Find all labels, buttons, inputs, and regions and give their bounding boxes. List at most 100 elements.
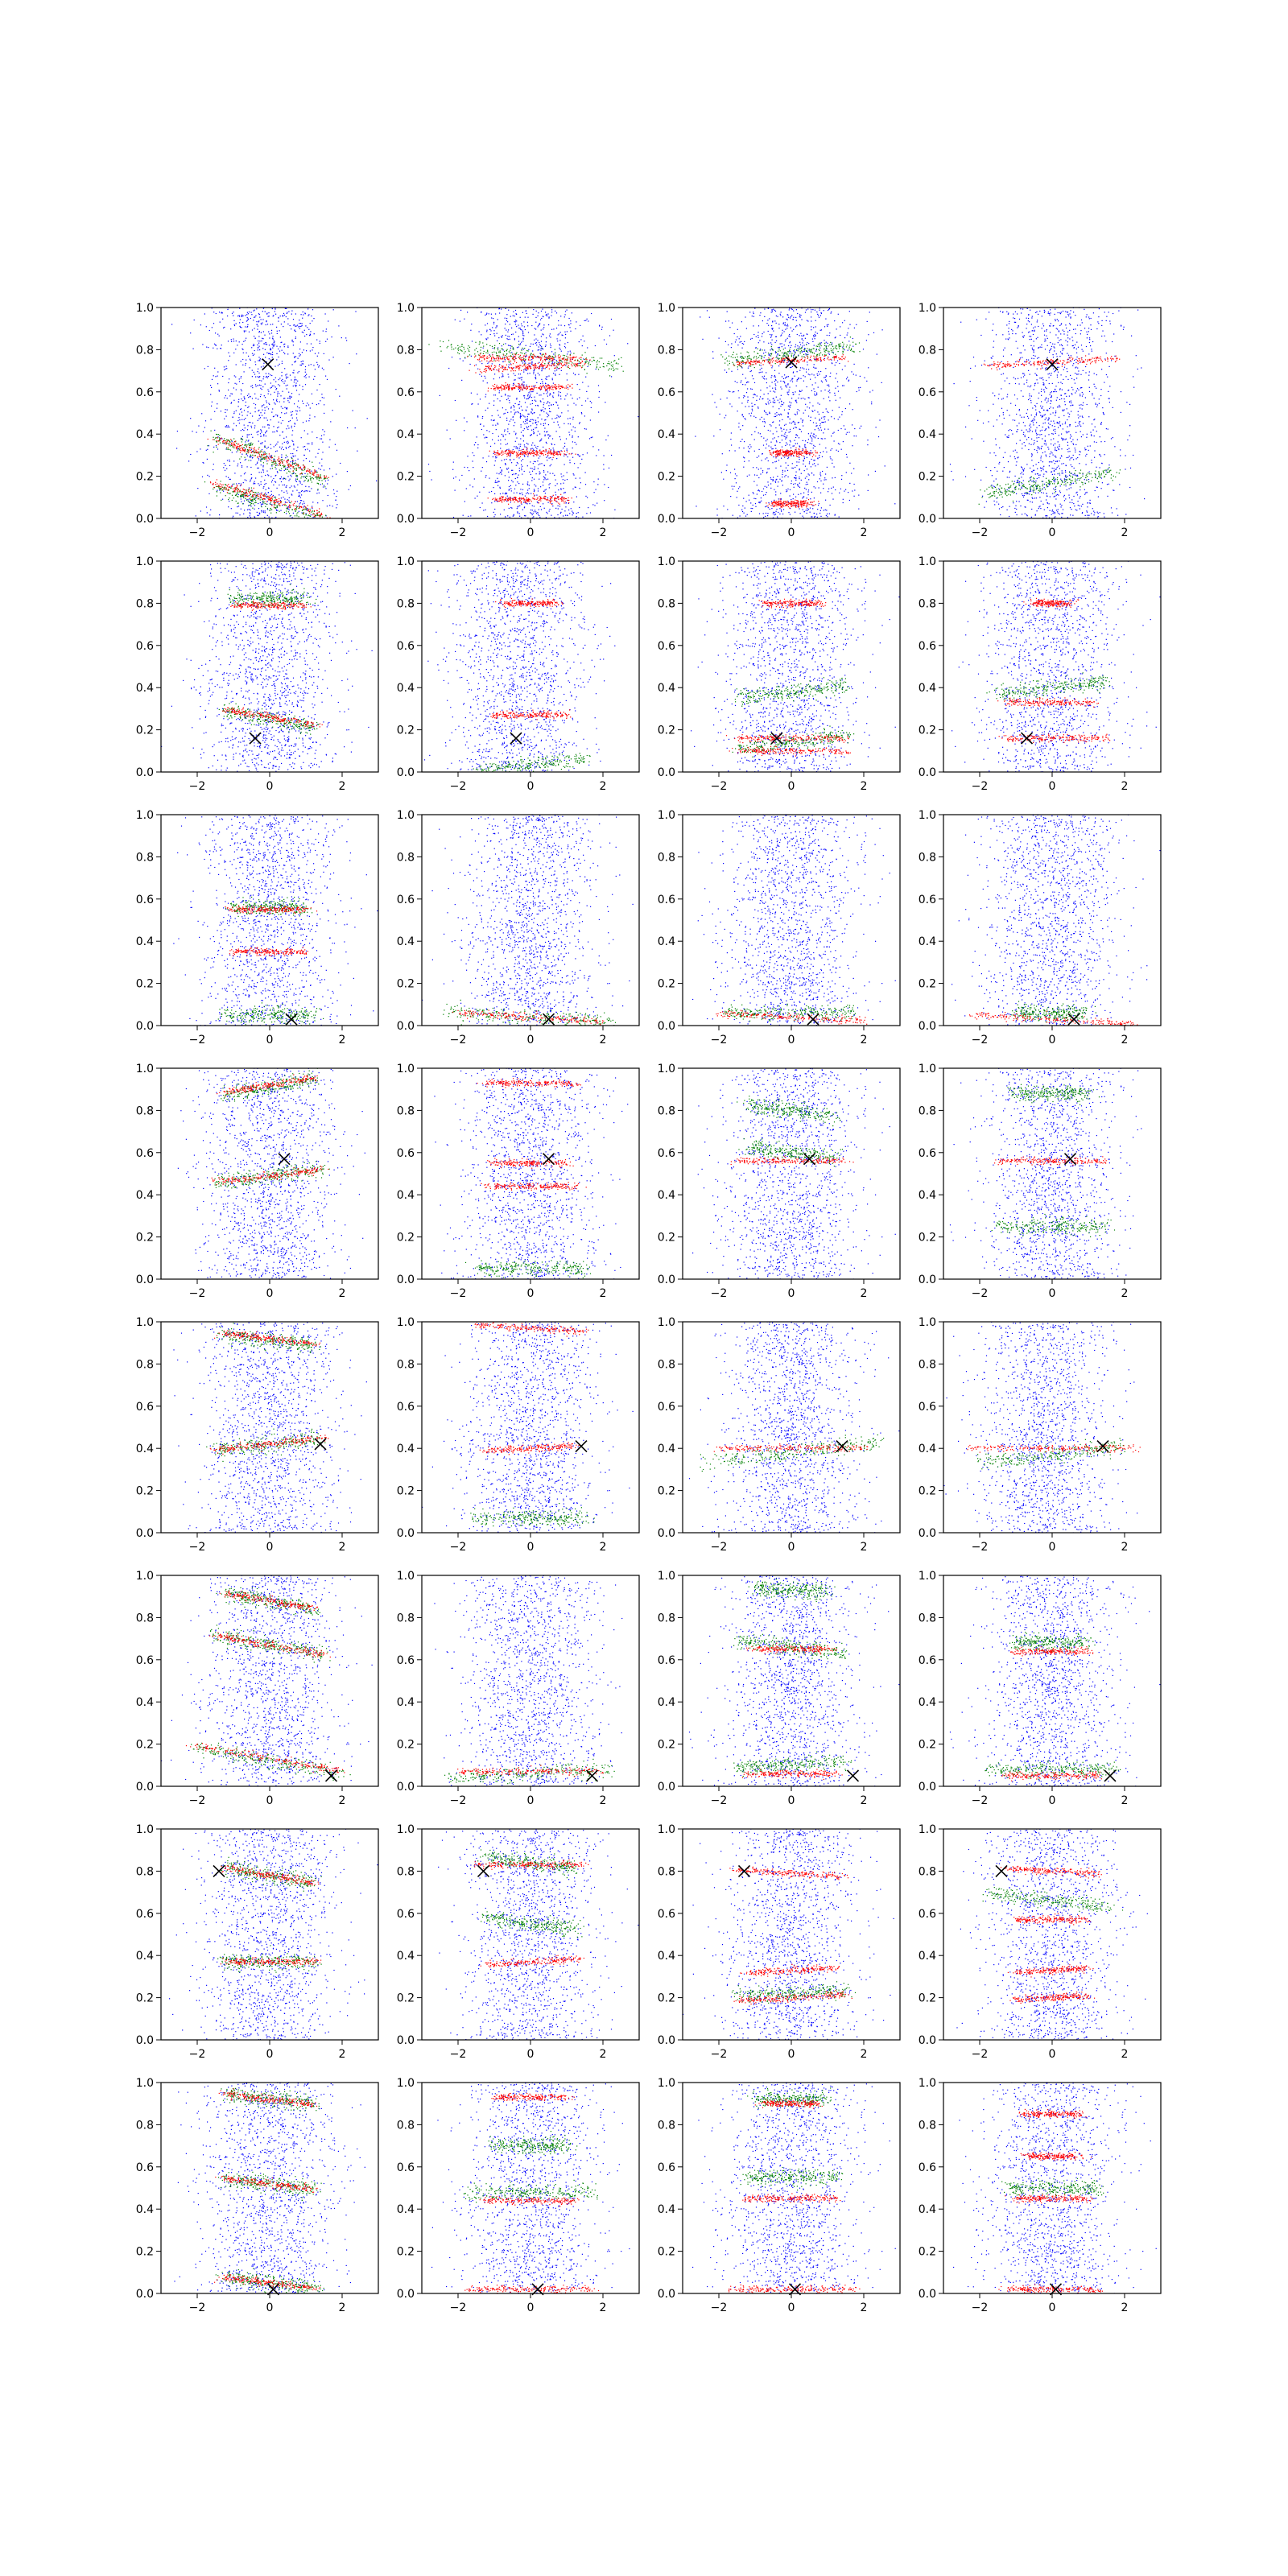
blue-point	[570, 323, 571, 324]
red-point	[563, 387, 564, 388]
green-point	[607, 363, 608, 364]
red-point	[518, 387, 519, 388]
red-point	[546, 499, 547, 500]
x-tick-label: −2	[189, 526, 206, 539]
green-point	[254, 499, 255, 500]
blue-point	[500, 400, 501, 401]
blue-point	[228, 425, 229, 426]
green-point	[458, 350, 459, 351]
green-point	[599, 361, 600, 362]
green-point	[219, 435, 220, 436]
blue-point	[548, 324, 549, 325]
blue-point	[482, 418, 483, 419]
blue-point	[309, 451, 310, 452]
red-point	[528, 501, 529, 502]
red-point	[580, 363, 581, 364]
blue-point	[538, 326, 539, 327]
red-point	[308, 471, 309, 472]
red-point	[280, 502, 281, 503]
red-point	[507, 500, 508, 501]
y-tick-label: 0.0	[136, 513, 154, 526]
blue-point	[288, 442, 289, 443]
blue-point	[317, 502, 318, 503]
blue-point	[486, 430, 487, 431]
blue-point	[236, 483, 237, 484]
blue-point	[565, 506, 566, 507]
blue-point	[263, 308, 264, 309]
green-point	[521, 350, 522, 351]
blue-point	[520, 493, 521, 494]
green-point	[609, 363, 610, 364]
blue-point	[282, 391, 283, 392]
blue-point	[543, 425, 544, 426]
blue-point	[522, 489, 523, 490]
blue-point	[280, 510, 281, 511]
blue-point	[508, 468, 509, 469]
blue-point	[522, 430, 523, 431]
blue-point	[317, 356, 318, 357]
blue-point	[261, 394, 262, 395]
blue-point	[527, 395, 528, 396]
blue-point	[582, 517, 583, 518]
blue-point	[291, 426, 292, 427]
blue-point	[280, 346, 281, 347]
blue-point	[560, 398, 561, 399]
green-point	[275, 497, 276, 498]
blue-point	[470, 330, 471, 331]
blue-point	[517, 448, 518, 449]
red-point	[561, 367, 562, 368]
blue-point	[527, 398, 528, 399]
blue-point	[215, 332, 216, 333]
blue-point	[533, 429, 534, 430]
x-tick-label: 2	[600, 526, 607, 539]
red-point	[543, 365, 544, 366]
red-point	[310, 472, 311, 473]
blue-point	[532, 391, 533, 392]
blue-point	[553, 392, 554, 393]
red-point	[516, 455, 517, 456]
red-point	[221, 438, 222, 439]
blue-point	[551, 351, 552, 352]
blue-point	[236, 513, 237, 514]
green-point	[225, 440, 226, 441]
blue-point	[250, 413, 251, 414]
blue-point	[553, 383, 554, 384]
blue-point	[546, 359, 547, 360]
green-point	[612, 366, 613, 367]
red-point	[503, 386, 504, 387]
green-point	[241, 456, 242, 457]
y-tick-label: 0.0	[397, 513, 415, 526]
red-point	[287, 464, 288, 465]
red-point	[535, 454, 536, 455]
blue-point	[565, 334, 566, 335]
red-point	[218, 444, 219, 445]
red-point	[564, 388, 565, 389]
blue-point	[286, 448, 287, 449]
blue-point	[583, 358, 584, 359]
blue-point	[543, 472, 544, 473]
red-point	[222, 489, 223, 490]
blue-point	[527, 429, 528, 430]
red-point	[518, 365, 519, 366]
red-point	[491, 360, 492, 361]
blue-point	[296, 325, 297, 326]
blue-point	[552, 438, 553, 439]
red-point	[527, 386, 528, 387]
blue-point	[287, 377, 288, 378]
red-point	[523, 498, 524, 499]
blue-point	[317, 453, 318, 454]
green-point	[496, 353, 497, 354]
blue-point	[544, 427, 545, 428]
blue-point	[255, 361, 256, 362]
blue-point	[580, 482, 581, 483]
blue-point	[535, 485, 536, 486]
blue-point	[570, 351, 571, 352]
blue-point	[578, 363, 579, 364]
blue-point	[570, 418, 571, 419]
blue-point	[271, 330, 272, 331]
red-point	[558, 384, 559, 385]
red-point	[558, 386, 559, 387]
blue-point	[255, 338, 256, 339]
blue-point	[483, 434, 484, 435]
red-point	[533, 493, 534, 494]
